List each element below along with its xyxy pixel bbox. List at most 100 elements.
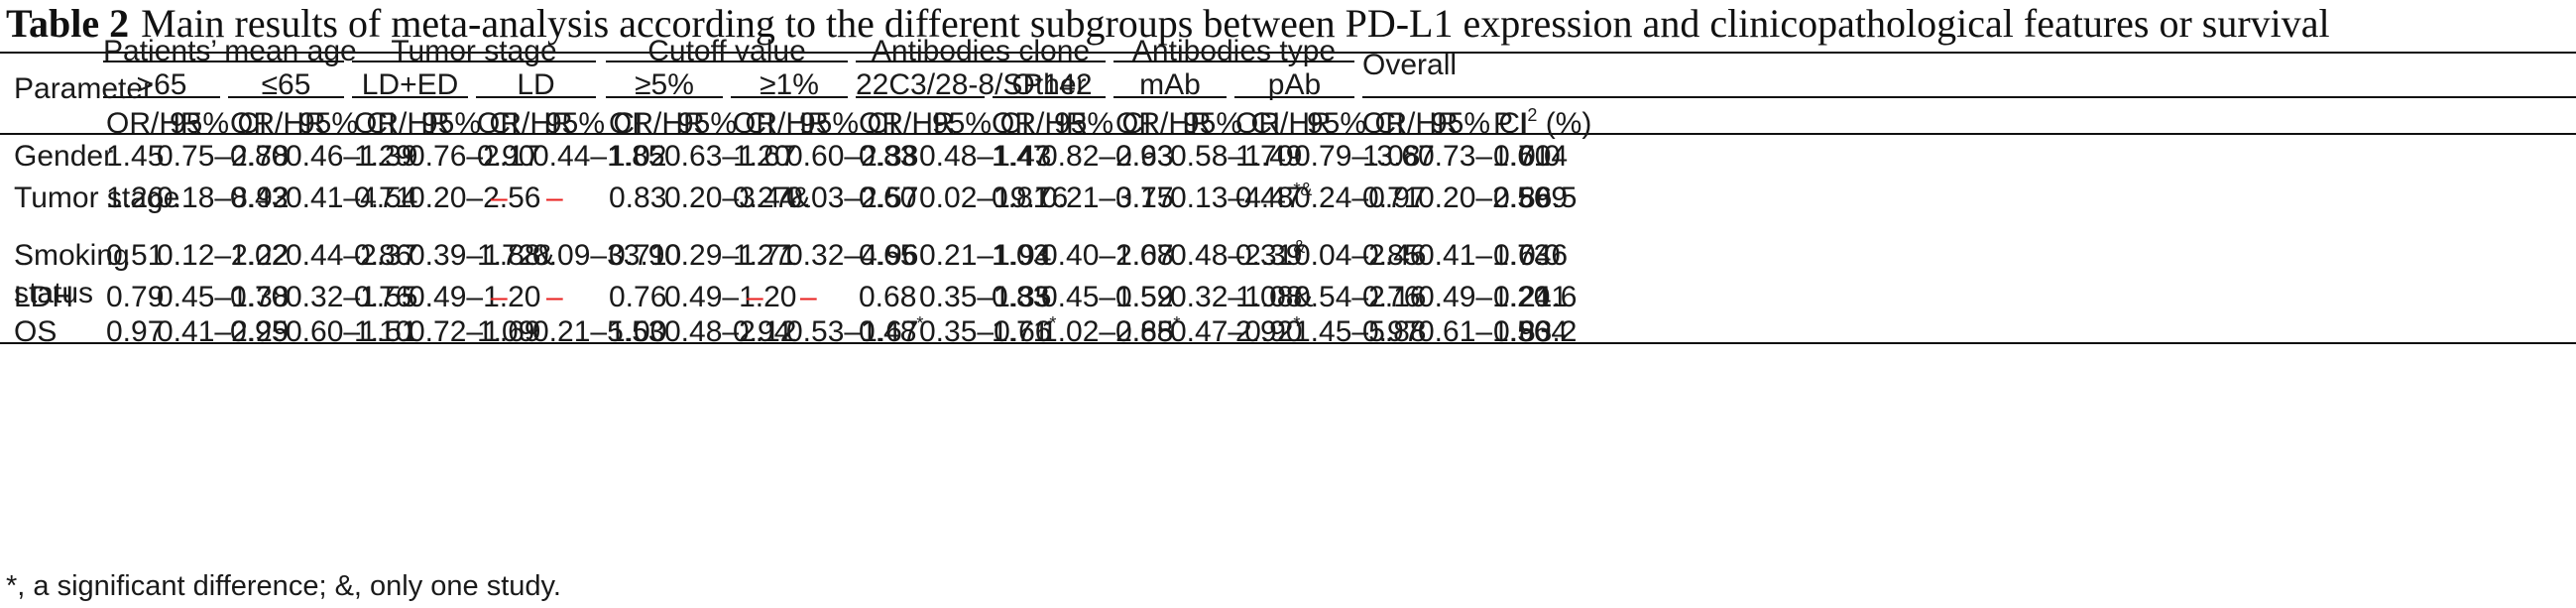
cell-value: 0.75–2.78 xyxy=(157,140,290,173)
p-value-header: P xyxy=(1493,107,1514,140)
cell-superscript: * xyxy=(1293,313,1301,333)
cell-value: 1.07 xyxy=(1115,239,1174,272)
table-cell: 0.20–3.44 xyxy=(664,181,796,216)
cell-value: 0.39–1.88 xyxy=(409,239,541,272)
table-caption: Table 2 Main results of meta-analysis acc… xyxy=(6,0,2330,48)
cell-value: 0.79–.3.67 xyxy=(1294,140,1435,173)
cell-value: 0.45–1.38 xyxy=(157,281,290,313)
cell-value: 0.32–1.08 xyxy=(1170,281,1303,313)
cell-value: 0.12–2.22 xyxy=(157,239,290,272)
i-squared-header: I2 (%) xyxy=(1519,106,1591,142)
table-cell: 0.48*& xyxy=(1235,181,1312,216)
group-header: Antibodies clone xyxy=(871,35,1091,67)
table-cell: 1.07 xyxy=(1115,238,1173,274)
ci-header: 95% CI xyxy=(298,107,397,140)
or-hr-header: OR/HR xyxy=(1235,107,1332,140)
table-cell: 0.32–1.55 xyxy=(286,280,417,315)
table-cell: 1.09 xyxy=(477,314,534,350)
table-cell: 1.08& xyxy=(1235,280,1313,315)
subgroup-span-rule xyxy=(993,96,1106,98)
cell-value: 0.73–1.61 xyxy=(1418,140,1551,173)
or-hr-header: OR/HR xyxy=(1115,107,1212,140)
table-cell: 0.03–2.57 xyxy=(786,181,918,216)
cell-value: 0.97 xyxy=(1362,315,1421,348)
cell-value: 0.60–2.38 xyxy=(786,140,919,173)
cell-value: 0.32–4.96 xyxy=(786,239,919,272)
table-cell: 0.60–2.38 xyxy=(786,139,918,175)
table-cell: 0.646 xyxy=(1493,238,1568,274)
cell-value: 0.68 xyxy=(859,281,917,313)
table-header-bottom-rule xyxy=(0,133,2576,135)
cell-value: 0.58–1.49 xyxy=(1170,140,1303,173)
table-cell: 0.44–2.37 xyxy=(286,238,417,274)
footnote-single-study-text: , only one study. xyxy=(353,570,561,602)
cell-value: 0.04–2.46 xyxy=(1294,239,1427,272)
table-cell: 0.60 xyxy=(859,181,916,216)
cell-value: 1.00 xyxy=(609,315,667,348)
cell-value: 0.46–1.39 xyxy=(286,140,418,173)
cell-value: 0.20–2.56 xyxy=(409,182,541,214)
ci-header: 95% CI xyxy=(1183,107,1281,140)
table-cell: 0.09–33.90 xyxy=(532,238,681,274)
cell-value: 0.03–2.57 xyxy=(786,182,919,214)
cell-value: 0.82–2.63 xyxy=(1041,140,1174,173)
table-cell: 1.27 xyxy=(733,238,790,274)
cell-value: 0.31 xyxy=(1235,239,1294,272)
cell-value: 0.40–2.68 xyxy=(1041,239,1174,272)
cell-value: 0.646 xyxy=(1493,239,1569,272)
table-cell: 0.63–1.67 xyxy=(664,139,796,175)
cell-value: – xyxy=(491,281,508,313)
table-cell: 1.71* xyxy=(992,314,1056,350)
table-cell: 0.60–1.51 xyxy=(286,314,417,350)
table-cell: 0.704 xyxy=(1493,139,1568,175)
cell-value: 0.44–1.85 xyxy=(532,140,665,173)
table-cell: 0.47–0.90 xyxy=(1170,314,1302,350)
table-cell: 0.65 xyxy=(859,238,916,274)
subgroup-header: ≥5% xyxy=(635,68,694,101)
table-cell: 0.59 xyxy=(1115,280,1173,315)
subgroup-span-rule xyxy=(352,96,468,98)
cell-value: 0.70 xyxy=(230,281,289,313)
table-cell: 0.48–2.12 xyxy=(664,314,796,350)
cell-value: 0.48 xyxy=(1235,182,1294,214)
cell-value: 0.09–33.90 xyxy=(532,239,682,272)
table-cell: 0.80 xyxy=(230,139,288,175)
group-header: Cutoff value xyxy=(647,35,806,67)
table-cell: 0.41–4.54 xyxy=(286,181,417,216)
cell-value: 0.48–2.39 xyxy=(1170,239,1303,272)
row-label: Smoking xyxy=(14,239,130,272)
table-cell: 0.29–1.71 xyxy=(664,238,796,274)
table-cell: 0.43 xyxy=(230,181,288,216)
cell-value: 0.599 xyxy=(1493,182,1569,214)
table-cell: 1.72& xyxy=(477,238,554,274)
cell-value: 0.86 xyxy=(354,239,412,272)
table-cell: 2.92* xyxy=(1235,314,1300,350)
cell-value: 1.45 xyxy=(106,140,165,173)
table-cell: 0.86 xyxy=(354,238,411,274)
cell-value: 1.72& xyxy=(477,239,555,272)
cell-value: 0.79 xyxy=(106,281,165,313)
table-cell: 0.02–19.76 xyxy=(919,181,1068,216)
cell-value: 0.904 xyxy=(1493,315,1569,348)
cell-value: 0.97 xyxy=(106,315,165,348)
cell-value: 0.21–5.53 xyxy=(532,315,665,348)
subgroup-span-rule xyxy=(1234,96,1354,98)
table-cell: 1.02 xyxy=(609,139,666,175)
table-cell: 21.6 xyxy=(1519,280,1577,315)
table-cell: 0.21–5.53 xyxy=(532,314,664,350)
subgroup-header: LD xyxy=(517,68,555,101)
table-cell: 0.20–2.56 xyxy=(1418,181,1550,216)
cell-value: – xyxy=(800,281,817,313)
cell-value: 0.41–2.29 xyxy=(157,315,290,348)
table-cell: 1.26 xyxy=(106,181,164,216)
table-cell: 1.47 xyxy=(992,139,1049,175)
table-number: Table 2 xyxy=(6,1,130,46)
or-hr-header: OR/HR xyxy=(354,107,450,140)
table-footnote: *, a significant difference; &, only one… xyxy=(6,568,561,604)
cell-value: – xyxy=(491,182,508,214)
i-squared-exponent: 2 xyxy=(1527,105,1538,125)
cell-value: 0.241 xyxy=(1493,281,1569,313)
cell-value: 83.2 xyxy=(1519,315,1578,348)
table-cell: 0.49–1.20 xyxy=(1418,280,1550,315)
